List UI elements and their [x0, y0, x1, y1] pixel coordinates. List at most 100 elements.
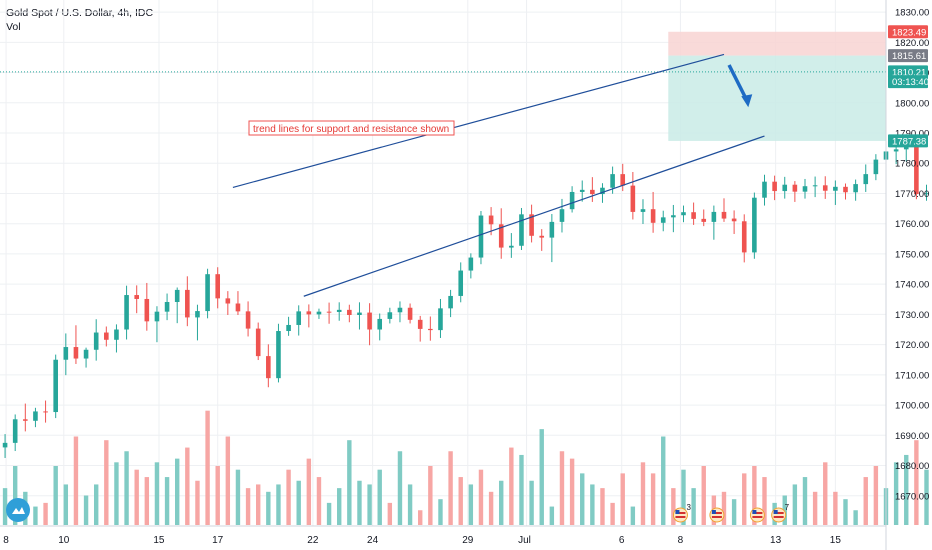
volume-bar [175, 458, 180, 525]
volume-bar [33, 506, 38, 525]
candle [488, 215, 494, 225]
candle [316, 311, 322, 315]
volume-bar [671, 488, 676, 525]
x-tick-label: 8 [678, 535, 684, 546]
volume-label: Vol [6, 21, 21, 33]
volume-bar [266, 491, 271, 525]
volume-bar [610, 502, 615, 525]
volume-bar [114, 462, 119, 525]
tradingview-logo[interactable] [6, 498, 30, 522]
volume-bar [12, 466, 18, 525]
volume-bar [823, 462, 828, 525]
candle [893, 149, 899, 152]
us-flag-stripe [752, 512, 763, 514]
candle [347, 309, 352, 315]
y-tick-label: 1700.00 [895, 401, 929, 412]
candle [195, 311, 200, 318]
candle [124, 295, 129, 330]
candle [397, 307, 403, 313]
volume-bar [154, 462, 160, 525]
volume-bar [742, 473, 747, 525]
volume-bar [83, 495, 89, 525]
volume-bar [600, 488, 605, 525]
x-tick-label: 10 [58, 535, 70, 546]
volume-bar [2, 488, 8, 525]
volume-bar [650, 473, 656, 525]
price-badge [888, 75, 928, 89]
candle [306, 311, 312, 315]
volume-bar [782, 495, 787, 525]
volume-bar [458, 477, 463, 525]
candle [12, 419, 18, 443]
chart-title: Gold Spot / U.S. Dollar, 4h, IDC [6, 7, 154, 19]
candle [417, 319, 423, 329]
us-flag-stripe [711, 512, 722, 514]
volume-bar [630, 506, 636, 525]
price-badge [888, 25, 928, 39]
candle [731, 218, 737, 222]
target-zone [668, 55, 886, 141]
candle [83, 349, 89, 359]
candle [448, 295, 453, 309]
volume-bar [661, 436, 666, 525]
candle [529, 214, 534, 236]
volume-bar [620, 473, 625, 525]
volume-bar [549, 506, 555, 525]
candle [650, 209, 656, 223]
candle [53, 359, 58, 413]
candle [255, 328, 261, 357]
volume-bar [914, 440, 919, 525]
price-badge [888, 134, 928, 148]
x-tick-label: 8 [3, 535, 9, 546]
volume-bar [63, 484, 69, 525]
volume-bar [215, 466, 220, 525]
candle [569, 191, 575, 210]
candle [235, 303, 241, 312]
volume-bar [387, 502, 393, 525]
annotation-box [248, 120, 455, 136]
x-tick-label: 22 [307, 535, 319, 546]
candle [438, 308, 443, 331]
volume-bar [853, 510, 858, 525]
volume-bar [225, 436, 231, 525]
candle [833, 186, 838, 191]
candle [539, 235, 545, 238]
candle [630, 185, 636, 212]
volume-bar [569, 458, 575, 525]
candle [509, 245, 514, 248]
volume-bar [53, 466, 58, 525]
volume-bar [296, 480, 301, 525]
price-badge-label: 1815.61 [892, 51, 926, 62]
candle [914, 144, 919, 195]
candle [73, 347, 79, 359]
support-trend-line [303, 135, 765, 297]
volume-bar [873, 466, 879, 525]
candle [2, 442, 8, 448]
candle [640, 209, 646, 212]
us-flag-stripe [773, 516, 784, 518]
volume-bar [377, 469, 382, 525]
volume-bar [833, 491, 838, 525]
candle [225, 298, 231, 304]
volume-bar [499, 480, 504, 525]
candle [863, 174, 869, 185]
candle [752, 197, 757, 253]
volume-bar [93, 484, 99, 525]
volume-bar [924, 469, 929, 525]
volume-bar [326, 502, 332, 525]
cloud-icon [12, 507, 25, 514]
candle [185, 289, 190, 318]
volume-bar [134, 469, 139, 525]
candle [468, 257, 474, 271]
volume-bar [347, 440, 352, 525]
price-badge-label: 03:13:40 [892, 77, 929, 88]
candle [701, 218, 707, 222]
candle [357, 312, 362, 315]
stop-loss-zone [668, 31, 886, 56]
volume-bar [843, 499, 848, 525]
candle [134, 295, 139, 299]
us-flag-canton [752, 510, 757, 514]
y-tick-label: 1820.00 [895, 38, 929, 49]
volume-bar [904, 454, 909, 525]
